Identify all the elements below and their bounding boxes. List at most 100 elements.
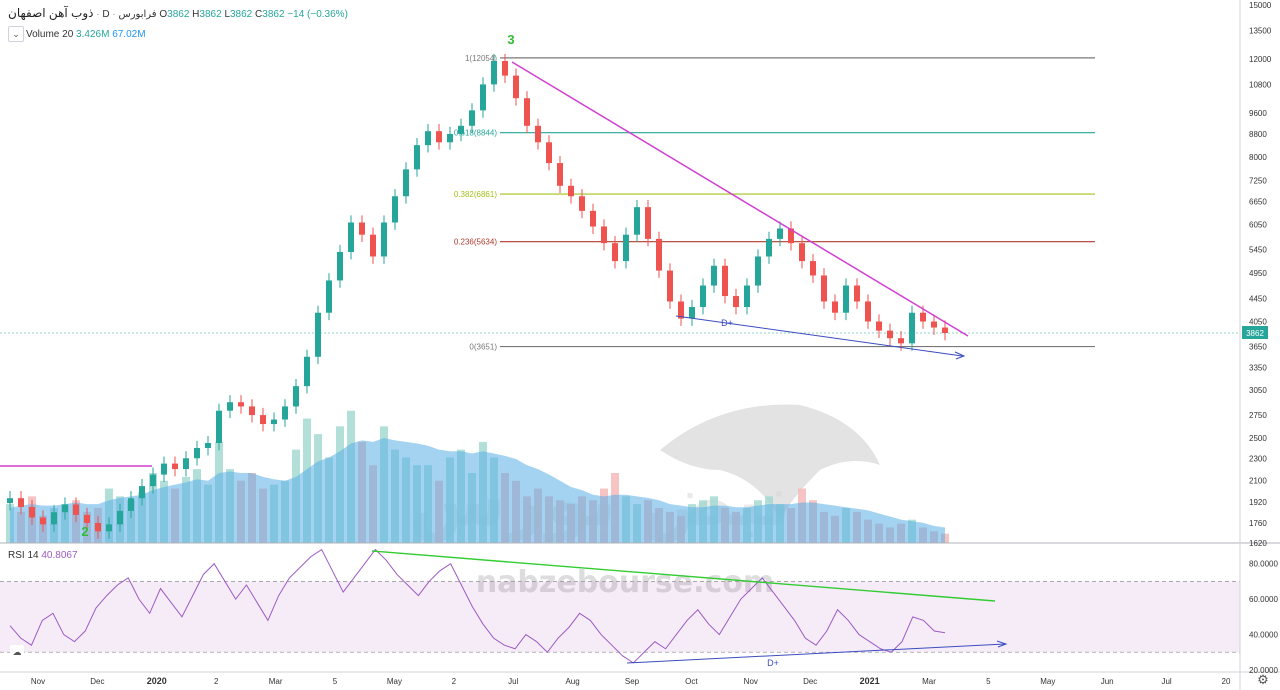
- collapse-volume-icon[interactable]: ⌄: [8, 26, 24, 42]
- candle-body: [491, 60, 497, 85]
- time-tick-label: 2020: [147, 676, 167, 686]
- support-trendline: [675, 315, 963, 357]
- candle-body: [667, 270, 673, 302]
- time-tick-label: May: [1040, 677, 1055, 686]
- candle-body: [95, 522, 101, 532]
- candle-body: [898, 338, 904, 344]
- fib-level-label: 0.618(8844): [454, 129, 497, 138]
- price-tick-label: 6050: [1249, 220, 1267, 229]
- time-tick-label: Mar: [269, 677, 283, 686]
- price-tick-label: 2500: [1249, 434, 1267, 443]
- price-tick-label: 7250: [1249, 177, 1267, 186]
- rsi-line: [9, 548, 946, 664]
- candle-body: [513, 75, 519, 99]
- time-tick-label: May: [387, 677, 402, 686]
- candle-body: [480, 84, 486, 111]
- candle-body: [62, 504, 68, 513]
- fib-level-label: 0.382(6861): [454, 190, 497, 199]
- bull-logo-icon: [660, 404, 880, 520]
- candle-body: [546, 142, 552, 164]
- candle-body: [128, 498, 134, 511]
- fib-level-label: 0.236(5634): [454, 238, 497, 247]
- candle-body: [524, 98, 530, 126]
- candle-body: [282, 406, 288, 420]
- candle-body: [535, 125, 541, 143]
- candle-body: [722, 265, 728, 297]
- time-tick-label: 5: [986, 677, 991, 686]
- support-arrow-icon: [954, 351, 966, 360]
- price-tick-label: 8000: [1249, 153, 1267, 162]
- settings-gear-icon[interactable]: ⚙: [1256, 672, 1270, 687]
- exchange-label: فرابورس: [118, 9, 157, 20]
- candle-body: [73, 504, 79, 515]
- rsi-tick-label: 40.0000: [1249, 631, 1278, 640]
- fib-level-label: 1(12054): [465, 54, 497, 63]
- candle-body: [403, 169, 409, 197]
- price-tick-label: 3050: [1249, 386, 1267, 395]
- candle-body: [18, 498, 24, 508]
- candle-body: [370, 234, 376, 257]
- price-tick-label: 5450: [1249, 246, 1267, 255]
- candle-body: [579, 196, 585, 211]
- rsi-band-fill: [0, 581, 1240, 653]
- candle-body: [392, 196, 398, 223]
- candle-body: [238, 402, 244, 407]
- candle-body: [425, 131, 431, 146]
- candle-body: [821, 275, 827, 302]
- candle-body: [315, 312, 321, 357]
- volume-label[interactable]: Volume 20: [26, 29, 74, 40]
- volume-value-2: 67.02M: [112, 29, 146, 40]
- rsi-divergence-label: D+: [767, 658, 779, 668]
- price-tick-label: 4450: [1249, 295, 1267, 304]
- candle-body: [161, 463, 167, 475]
- candle-body: [469, 110, 475, 126]
- price-tick-label: 12000: [1249, 55, 1272, 64]
- divergence-label: D+: [721, 318, 733, 328]
- candle-body: [304, 356, 310, 387]
- volume-legend: Volume 20 3.426M 67.02M: [26, 29, 146, 40]
- candle-body: [810, 261, 816, 276]
- last-price-badge: [1242, 325, 1268, 339]
- price-tick-label: 1920: [1249, 498, 1267, 507]
- rsi-label[interactable]: RSI 14: [8, 550, 39, 561]
- rsi-value: 40.8067: [41, 550, 78, 561]
- symbol-name[interactable]: ذوب آهن اصفهان: [8, 6, 94, 20]
- candle-body: [205, 443, 211, 448]
- candle-body: [920, 312, 926, 322]
- wave-label: 2: [81, 524, 88, 539]
- candle-body: [458, 125, 464, 134]
- price-tick-label: 8800: [1249, 130, 1267, 139]
- price-tick-label: 4050: [1249, 318, 1267, 327]
- price-tick-label: 15000: [1249, 1, 1272, 10]
- candle-body: [700, 285, 706, 308]
- candle-body: [150, 474, 156, 487]
- rsi-tick-label: 60.0000: [1249, 595, 1278, 604]
- time-tick-label: Jul: [508, 677, 518, 686]
- candle-body: [557, 163, 563, 186]
- low-value: 3862: [230, 9, 253, 20]
- cloud-icon[interactable]: ☁: [10, 645, 24, 659]
- time-tick-label: 2021: [860, 676, 880, 686]
- candle-body: [381, 222, 387, 257]
- candle-body: [777, 228, 783, 239]
- candle-body: [40, 517, 46, 525]
- candle-body: [876, 321, 882, 331]
- candle-body: [293, 386, 299, 407]
- candle-body: [326, 280, 332, 313]
- candle-body: [832, 301, 838, 313]
- candle-body: [711, 265, 717, 286]
- time-tick-label: Mar: [922, 677, 936, 686]
- candle-body: [216, 410, 222, 444]
- candle-body: [590, 210, 596, 227]
- price-tick-label: 2750: [1249, 411, 1267, 420]
- interval-label[interactable]: D: [102, 9, 110, 20]
- candle-body: [931, 321, 937, 328]
- price-tick-label: 1620: [1249, 539, 1267, 548]
- candle-body: [502, 60, 508, 76]
- volume-ma-area: [10, 438, 945, 543]
- candle-body: [909, 312, 915, 344]
- candle-body: [766, 238, 772, 257]
